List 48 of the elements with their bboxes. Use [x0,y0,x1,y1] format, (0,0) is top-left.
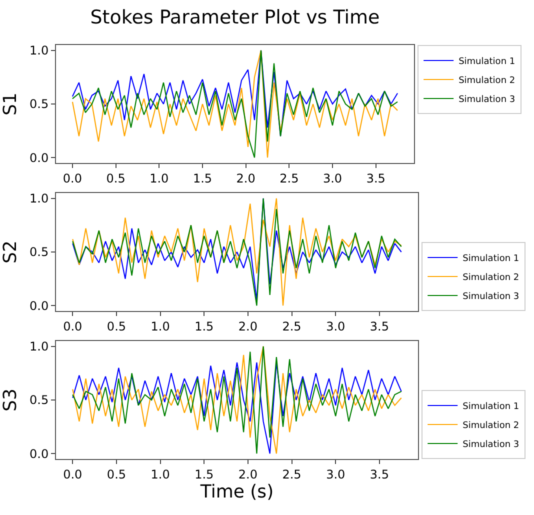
x-tick-label: 1.0 [150,171,169,186]
legend-label: Simulation 2 [462,421,520,432]
x-tick-label: 0.5 [106,467,126,482]
legend-label: Simulation 2 [458,76,516,86]
x-tick-label: 0.0 [62,171,82,186]
y-tick-label: 1.0 [30,340,49,354]
y-tick-label: 0.0 [30,446,49,461]
y-axis-title: S2 [0,240,21,264]
x-tick-label: 3.5 [370,319,389,334]
x-tick-label: 3.0 [322,171,342,186]
x-tick-label: 0.5 [106,319,126,334]
x-axis-title: Time (s) [199,482,274,502]
legend-label: Simulation 1 [462,254,520,264]
x-tick-label: 3.5 [366,171,386,186]
x-tick-label: 2.0 [236,171,256,186]
x-tick-label: 0.0 [63,319,82,334]
legend-label: Simulation 1 [458,57,516,68]
x-tick-label: 2.0 [238,319,258,334]
legend-label: Simulation 2 [462,273,520,284]
chart-title: Stokes Parameter Plot vs Time [90,6,380,28]
x-tick-label: 1.0 [150,467,170,482]
y-axis-title: S3 [0,388,21,412]
y-tick-label: 0.5 [30,97,49,112]
x-tick-label: 2.5 [280,171,299,186]
x-tick-label: 3.0 [326,319,346,334]
x-tick-label: 1.0 [150,319,170,334]
x-tick-label: 1.5 [194,319,214,334]
legend-label: Simulation 3 [462,440,520,450]
x-tick-label: 0.5 [106,171,126,186]
y-tick-label: 1.0 [30,192,49,206]
x-tick-label: 0.0 [63,467,82,482]
y-axis-title: S1 [0,92,21,116]
y-tick-label: 0.0 [30,298,49,313]
y-tick-label: 0.0 [30,150,49,165]
x-tick-label: 1.5 [194,467,214,482]
x-tick-label: 1.5 [192,171,212,186]
line-series [72,50,398,158]
legend-label: Simulation 3 [462,292,520,302]
x-tick-label: 3.0 [326,467,346,482]
y-tick-label: 0.5 [30,393,49,408]
x-tick-label: 2.0 [238,467,258,482]
legend-label: Simulation 1 [462,402,520,412]
x-tick-label: 2.5 [282,467,302,482]
x-tick-label: 3.5 [370,467,389,482]
legend-label: Simulation 3 [458,95,516,106]
x-tick-label: 2.5 [282,319,302,334]
y-tick-label: 0.5 [30,245,49,260]
y-tick-label: 1.0 [30,44,49,58]
